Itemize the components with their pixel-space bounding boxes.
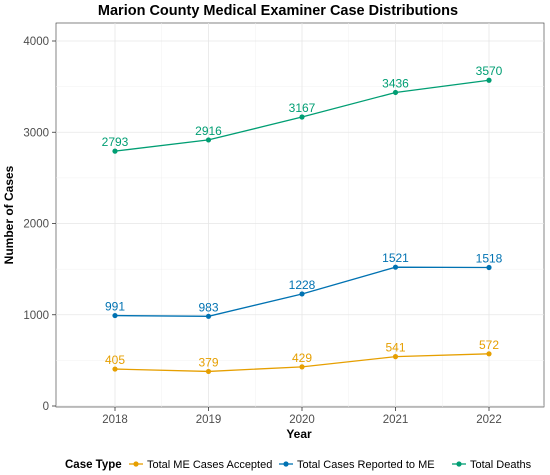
- y-tick-label: 3000: [23, 127, 49, 139]
- data-label: 3570: [476, 64, 503, 78]
- data-label: 429: [292, 351, 312, 365]
- data-label: 991: [105, 300, 125, 314]
- data-point: [392, 264, 399, 270]
- y-tick-label: 2000: [23, 219, 49, 231]
- data-point: [112, 366, 118, 372]
- x-axis-title: Year: [286, 427, 312, 441]
- data-label: 1518: [476, 251, 503, 265]
- chart-title: Marion County Medical Examiner Case Dist…: [98, 3, 458, 19]
- data-point: [299, 364, 305, 370]
- legend-swatch-point: [283, 461, 289, 467]
- y-axis-title: Number of Cases: [2, 165, 16, 264]
- series-points: [112, 77, 492, 375]
- x-tick-label: 2022: [476, 414, 502, 426]
- data-label: 3436: [382, 76, 409, 90]
- x-tick-label: 2021: [383, 414, 409, 426]
- x-tick-label: 2019: [196, 414, 222, 426]
- data-point: [112, 148, 118, 154]
- data-point: [205, 368, 212, 375]
- y-tick-label: 4000: [23, 36, 49, 48]
- data-label: 1521: [382, 251, 409, 265]
- data-point: [486, 264, 492, 271]
- legend-item-label: Total Cases Reported to ME: [297, 459, 435, 471]
- data-label: 2916: [195, 124, 222, 138]
- data-label: 2793: [102, 135, 129, 149]
- data-labels: 405 379 429 541 572 991 983 1228 1521 1518 2793 291…: [102, 64, 503, 369]
- data-point: [486, 77, 492, 83]
- legend: Case Type Total ME Cases Accepted Total C…: [65, 459, 532, 471]
- data-point: [205, 313, 212, 319]
- data-label: 541: [385, 341, 405, 355]
- gridlines: [56, 23, 544, 407]
- data-label: 1228: [289, 278, 316, 292]
- x-axis: 2018 2019 2020 2021 2022: [102, 407, 502, 426]
- y-tick-label: 0: [43, 401, 49, 413]
- data-point: [112, 312, 118, 319]
- x-tick-label: 2020: [289, 414, 315, 426]
- y-axis: 0 1000 2000 3000 4000: [23, 36, 56, 413]
- data-label: 572: [479, 338, 499, 352]
- x-tick-label: 2018: [102, 414, 128, 426]
- data-point: [486, 351, 492, 357]
- y-tick-label: 1000: [23, 310, 49, 322]
- data-point: [299, 291, 305, 297]
- legend-item-label: Total ME Cases Accepted: [147, 459, 272, 471]
- data-label: 405: [105, 353, 125, 367]
- data-label: 379: [198, 355, 218, 369]
- data-label: 983: [198, 300, 218, 314]
- legend-title: Case Type: [65, 459, 122, 471]
- data-point: [392, 354, 399, 360]
- legend-swatch-point: [456, 461, 462, 467]
- legend-item-label: Total Deaths: [470, 459, 532, 471]
- legend-swatch-point: [133, 461, 139, 467]
- data-point: [299, 114, 305, 120]
- data-point: [205, 137, 212, 143]
- data-label: 3167: [289, 101, 316, 115]
- data-point: [392, 89, 399, 96]
- plot-panel: [55, 22, 545, 408]
